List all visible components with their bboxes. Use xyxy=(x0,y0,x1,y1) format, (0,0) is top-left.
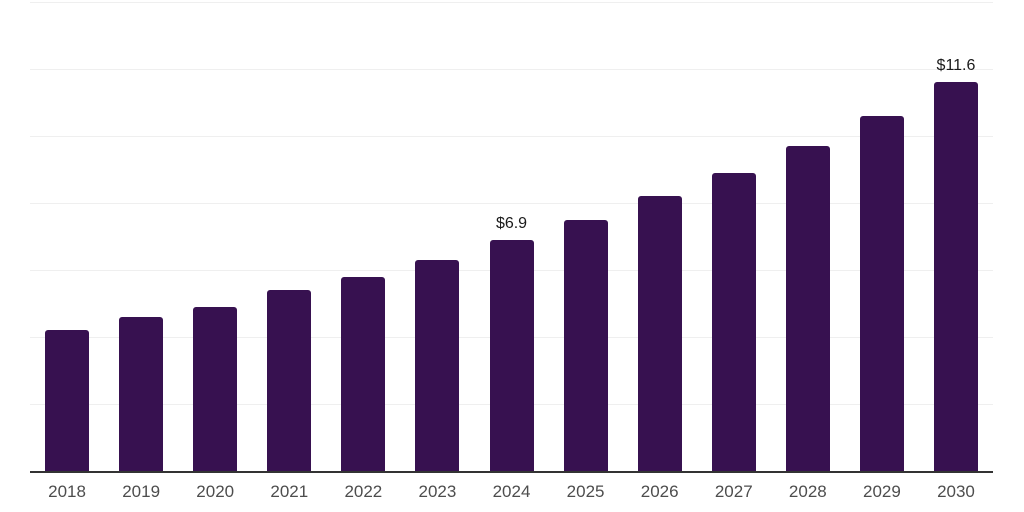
data-label-2024: $6.9 xyxy=(495,215,528,232)
bar-slot-2029 xyxy=(845,2,919,471)
bar-slot-2022 xyxy=(326,2,400,471)
x-tick-label-2027: 2027 xyxy=(714,482,753,501)
x-tick-label-2028: 2028 xyxy=(788,482,827,501)
bar-slot-2019 xyxy=(104,2,178,471)
bar-2029[interactable] xyxy=(859,116,904,471)
gridline-8 xyxy=(30,203,993,204)
bar-slot-2025 xyxy=(549,2,623,471)
bar-2021[interactable] xyxy=(267,290,312,471)
bar-2025[interactable] xyxy=(563,220,608,471)
x-tick-label-2024: 2024 xyxy=(492,482,531,501)
plot-area: $6.9 $11.6 xyxy=(30,2,993,473)
x-axis-labels: 2018 2019 2020 2021 2022 2023 2024 2025 2026 2027… xyxy=(30,475,993,509)
gridline-10 xyxy=(30,136,993,137)
x-tick-label-2030: 2030 xyxy=(937,482,975,501)
bar-2018[interactable] xyxy=(45,330,90,471)
bar-slot-2021 xyxy=(252,2,326,471)
x-tick-label-2020: 2020 xyxy=(196,482,235,501)
bar-2022[interactable] xyxy=(341,277,386,471)
data-label-2030: $11.6 xyxy=(936,57,976,74)
bars-layer: $6.9 $11.6 xyxy=(30,2,993,471)
bar-slot-2028 xyxy=(771,2,845,471)
x-tick-label-2025: 2025 xyxy=(566,482,605,501)
x-tick-label-2018: 2018 xyxy=(48,482,86,501)
bar-slot-2020 xyxy=(178,2,252,471)
x-tick-label-2019: 2019 xyxy=(122,482,161,501)
bar-2020[interactable] xyxy=(193,307,238,471)
bar-slot-2030: $11.6 xyxy=(919,2,993,471)
bar-slot-2023 xyxy=(400,2,474,471)
x-tick-label-2029: 2029 xyxy=(862,482,901,501)
bar-slot-2024: $6.9 xyxy=(474,2,548,471)
bar-2030[interactable] xyxy=(933,82,978,471)
bar-2024[interactable] xyxy=(489,240,534,471)
bar-slot-2018 xyxy=(30,2,104,471)
gridline-14 xyxy=(30,2,993,3)
bar-2023[interactable] xyxy=(415,260,460,471)
gridline-12 xyxy=(30,69,993,70)
bar-2027[interactable] xyxy=(711,173,756,471)
bar-slot-2027 xyxy=(697,2,771,471)
x-tick-label-2021: 2021 xyxy=(270,482,309,501)
bar-2026[interactable] xyxy=(637,196,682,471)
x-tick-label-2026: 2026 xyxy=(640,482,679,501)
x-tick-label-2023: 2023 xyxy=(418,482,457,501)
bar-2019[interactable] xyxy=(119,317,164,471)
x-tick-label-2022: 2022 xyxy=(344,482,383,501)
bar-2028[interactable] xyxy=(785,146,830,471)
bar-slot-2026 xyxy=(623,2,697,471)
